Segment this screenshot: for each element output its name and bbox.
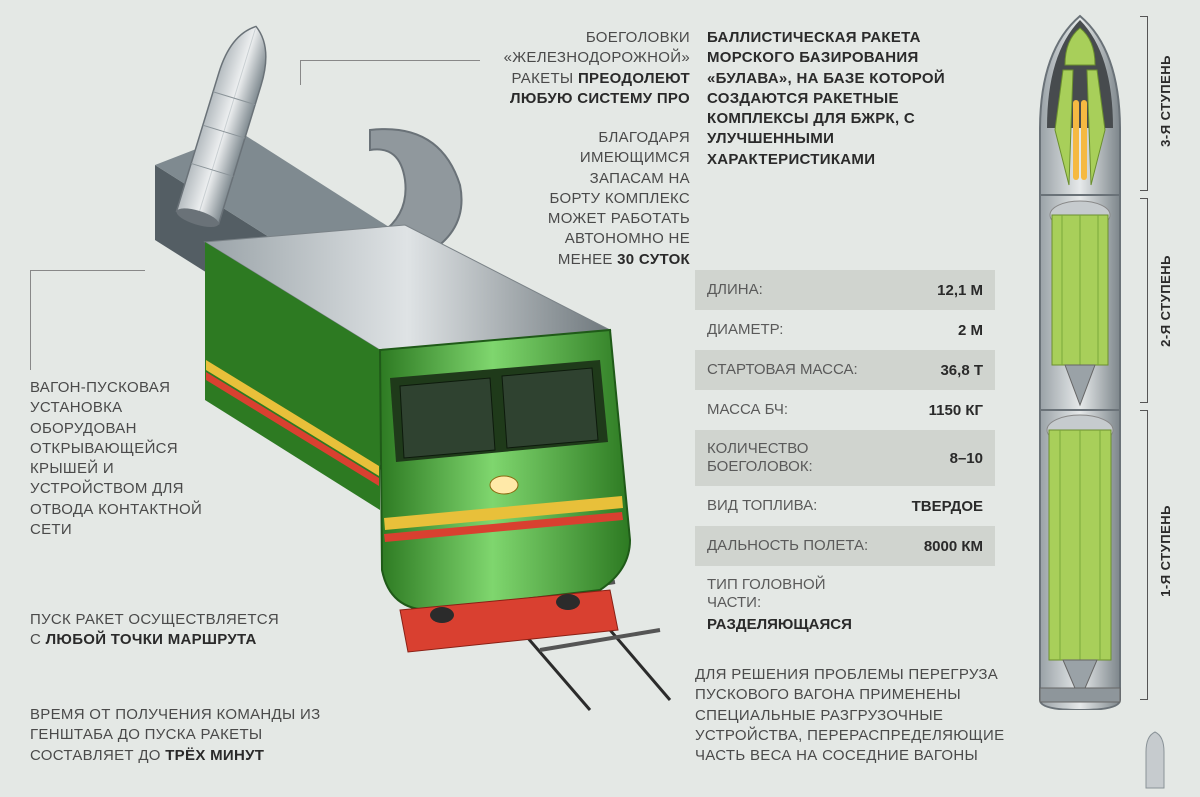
callout-launch-point: ПУСК РАКЕТ ОСУЩЕСТВЛЯЕТСЯ С ЛЮБОЙ ТОЧКИ …: [30, 610, 280, 651]
stage1-bracket: [1140, 410, 1148, 700]
spec-label: ДАЛЬНОСТЬ ПОЛЕТА:: [707, 537, 868, 555]
spec-row: ДИАМЕТР: 2 М: [695, 310, 995, 350]
header-top-right: БАЛЛИСТИЧЕСКАЯ РАКЕТА МОРСКОГО БАЗИРОВАН…: [707, 28, 957, 170]
spec-value: РАЗДЕЛЯЮЩАЯСЯ: [707, 616, 983, 633]
spec-row: ДАЛЬНОСТЬ ПОЛЕТА: 8000 КМ: [695, 526, 995, 566]
spec-label: ДИАМЕТР:: [707, 321, 783, 339]
spec-label: ДЛИНА:: [707, 281, 763, 299]
spec-value: 8–10: [950, 450, 983, 467]
stage3-label: 3-Я СТУПЕНЬ: [1158, 55, 1173, 147]
missile-cutaway: [1025, 10, 1155, 730]
spec-label: ВИД ТОПЛИВА:: [707, 497, 817, 515]
callout-mid-right-bold: 30 СУТОК: [617, 251, 690, 268]
spec-row: МАССА БЧ: 1150 КГ: [695, 390, 995, 430]
callout-bottom-right: ДЛЯ РЕШЕНИЯ ПРОБЛЕМЫ ПЕРЕГРУЗА ПУСКОВОГО…: [695, 665, 1025, 766]
spec-value: 8000 КМ: [924, 538, 983, 555]
callout-bottom-right-text: ДЛЯ РЕШЕНИЯ ПРОБЛЕМЫ ПЕРЕГРУЗА ПУСКОВОГО…: [695, 666, 1004, 764]
spec-label: СТАРТОВАЯ МАССА:: [707, 361, 858, 379]
callout-top-center: БОЕГОЛОВКИ «ЖЕЛЕЗНОДОРОЖНОЙ» РАКЕТЫ ПРЕО…: [480, 28, 690, 109]
callout-mid-right: БЛАГОДАРЯ ИМЕЮЩИМСЯ ЗАПАСАМ НА БОРТУ КОМ…: [545, 128, 690, 270]
spec-row: СТАРТОВАЯ МАССА: 36,8 Т: [695, 350, 995, 390]
spec-value: 36,8 Т: [940, 362, 983, 379]
spec-value: ТВЕРДОЕ: [912, 498, 983, 515]
callout-left-box: ВАГОН-ПУСКОВАЯ УСТАНОВКА ОБОРУДОВАН ОТКР…: [30, 378, 205, 540]
stage2-label: 2-Я СТУПЕНЬ: [1158, 255, 1173, 347]
spec-value: 2 М: [958, 322, 983, 339]
stage3-bracket: [1140, 16, 1148, 191]
spec-value: 12,1 М: [937, 282, 983, 299]
missile-cutaway-svg: [1025, 10, 1135, 710]
spec-row: ТИП ГОЛОВНОЙ ЧАСТИ: РАЗДЕЛЯЮЩАЯСЯ: [695, 566, 995, 637]
spec-table: ДЛИНА: 12,1 М ДИАМЕТР: 2 М СТАРТОВАЯ МАС…: [695, 270, 995, 637]
spec-row: ДЛИНА: 12,1 М: [695, 270, 995, 310]
callout-launch-time-bold: ТРЁХ МИНУТ: [165, 747, 264, 764]
callout-left-box-text: ВАГОН-ПУСКОВАЯ УСТАНОВКА ОБОРУДОВАН ОТКР…: [30, 379, 202, 538]
small-missile-icon: [1140, 730, 1170, 790]
spec-label: ТИП ГОЛОВНОЙ ЧАСТИ:: [707, 576, 877, 612]
spec-value: 1150 КГ: [929, 402, 983, 419]
spec-row: КОЛИЧЕСТВО БОЕГОЛОВОК: 8–10: [695, 430, 995, 486]
header-top-right-text: БАЛЛИСТИЧЕСКАЯ РАКЕТА МОРСКОГО БАЗИРОВАН…: [707, 29, 945, 168]
callout-mid-right-text: БЛАГОДАРЯ ИМЕЮЩИМСЯ ЗАПАСАМ НА БОРТУ КОМ…: [548, 129, 690, 268]
stage1-label: 1-Я СТУПЕНЬ: [1158, 505, 1173, 597]
stage2-bracket: [1140, 198, 1148, 403]
callout-launch-point-bold: ЛЮБОЙ ТОЧКИ МАРШРУТА: [46, 631, 257, 648]
spec-label: КОЛИЧЕСТВО БОЕГОЛОВОК:: [707, 440, 877, 476]
spec-row: ВИД ТОПЛИВА: ТВЕРДОЕ: [695, 486, 995, 526]
callout-launch-time: ВРЕМЯ ОТ ПОЛУЧЕНИЯ КОМАНДЫ ИЗ ГЕНШТАБА Д…: [30, 705, 360, 766]
spec-label: МАССА БЧ:: [707, 401, 788, 419]
